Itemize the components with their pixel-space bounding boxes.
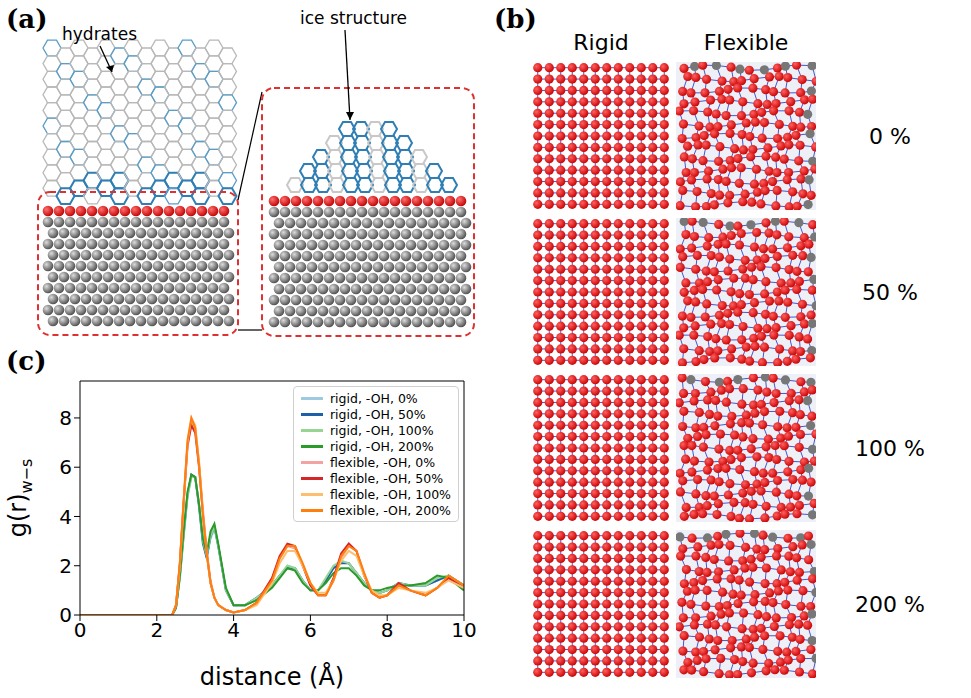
html-text:rigid, -OH, 50%: rigid, -OH, 50% — [330, 406, 426, 422]
svg-text:(b): (b) — [494, 4, 537, 34]
html-text:g(r): g(r) — [4, 493, 33, 537]
svg-text:200 %: 200 % — [855, 592, 925, 617]
html-text:flexible, -OH, 50%: flexible, -OH, 50% — [330, 470, 443, 486]
html-text:(c): (c) — [6, 346, 47, 376]
svg-text:hydrates: hydrates — [62, 24, 137, 44]
svg-text:6: 6 — [304, 618, 317, 642]
svg-text:100 %: 100 % — [855, 436, 925, 461]
svg-text:Flexible: Flexible — [704, 30, 789, 55]
html-text:rigid, -OH, 0%: rigid, -OH, 0% — [330, 390, 418, 406]
svg-text:8: 8 — [381, 618, 394, 642]
svg-text:50 %: 50 % — [862, 280, 918, 305]
html-text:flexible, -OH, 200%: flexible, -OH, 200% — [330, 502, 451, 518]
html-text:flexible, -OH, 0%: flexible, -OH, 0% — [330, 454, 436, 470]
svg-text:0: 0 — [59, 603, 72, 627]
svg-text:0 %: 0 % — [869, 124, 911, 149]
html-text:flexible, -OH, 100%: flexible, -OH, 100% — [330, 486, 451, 502]
svg-text:4: 4 — [227, 618, 240, 642]
svg-text:10: 10 — [451, 618, 476, 642]
html-text:w−s: w−s — [16, 458, 36, 493]
svg-text:0: 0 — [74, 618, 87, 642]
svg-text:(a): (a) — [6, 4, 47, 34]
svg-text:distance (Å): distance (Å) — [200, 662, 344, 691]
svg-text:6: 6 — [59, 455, 72, 479]
svg-text:8: 8 — [59, 406, 72, 430]
html-text:rigid, -OH, 100%: rigid, -OH, 100% — [330, 422, 434, 438]
svg-text:2: 2 — [150, 618, 163, 642]
html-text:rigid, -OH, 200%: rigid, -OH, 200% — [330, 438, 434, 454]
svg-text:4: 4 — [59, 505, 72, 529]
svg-text:Rigid: Rigid — [573, 30, 628, 55]
svg-text:2: 2 — [59, 554, 72, 578]
svg-text:ice structure: ice structure — [300, 8, 407, 28]
